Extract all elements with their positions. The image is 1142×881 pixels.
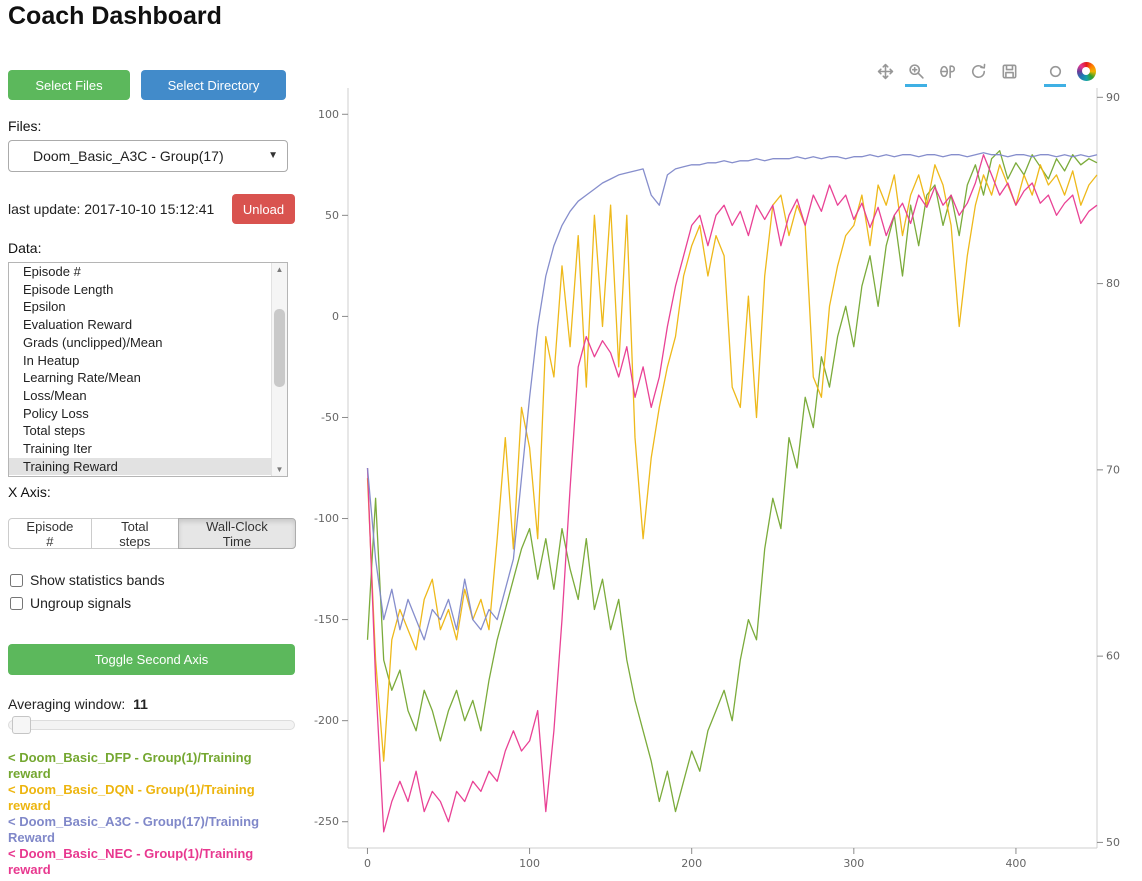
y-axis-right-tick-label: 50	[1106, 836, 1120, 849]
checkbox-label: Ungroup signals	[30, 595, 132, 611]
bokeh-logo[interactable]	[1075, 60, 1097, 82]
averaging-window-label: Averaging window: 11	[8, 696, 148, 712]
scroll-down-arrow-icon[interactable]: ▼	[275, 465, 284, 474]
averaging-window-value: 11	[133, 696, 148, 712]
scroll-up-arrow-icon[interactable]: ▲	[275, 265, 284, 274]
y-axis-left-tick-label: 50	[325, 209, 339, 222]
list-item-episode-length[interactable]: Episode Length	[23, 281, 114, 297]
y-axis-left-tick-label: 0	[332, 310, 339, 323]
checkbox-group: Show statistics bands Ungroup signals	[8, 572, 165, 618]
dropdown-caret-icon: ▼	[268, 150, 278, 161]
select-files-button[interactable]: Select Files	[8, 70, 130, 100]
legend-entry[interactable]: < Doom_Basic_DQN - Group(1)/Training rew…	[8, 782, 255, 813]
last-update-text: last update: 2017-10-10 15:12:41	[8, 201, 215, 217]
plot-canvas[interactable]: 100 50 0 -50 -100 -150 -200 -250 90 80 70 60 50 0 100 2…	[305, 50, 1142, 881]
page-title: Coach Dashboard	[8, 2, 222, 30]
box-zoom-icon[interactable]	[905, 60, 927, 87]
toggle-second-axis-button[interactable]: Toggle Second Axis	[8, 644, 295, 675]
y-axis-left-tick-label: -150	[314, 613, 339, 626]
select-directory-button[interactable]: Select Directory	[141, 70, 286, 100]
x-axis-tick-label: 0	[364, 857, 371, 870]
x-axis-tab-episode[interactable]: Episode #	[8, 518, 92, 549]
list-item-loss-mean[interactable]: Loss/Mean	[23, 387, 87, 403]
files-dropdown-value: Doom_Basic_A3C - Group(17)	[33, 148, 224, 164]
legend-entry[interactable]: < Doom_Basic_DFP - Group(1)/Training rew…	[8, 750, 252, 781]
y-axis-left-tick-label: -50	[321, 411, 339, 424]
checkbox-input-ungroup-signals[interactable]	[10, 596, 23, 610]
y-axis-right-tick-label: 70	[1106, 463, 1120, 476]
chart-line-doom-basic-dqn-group-1-training-reward	[366, 164, 1098, 762]
list-item-epsilon[interactable]: Epsilon	[23, 299, 66, 315]
list-item-total-steps[interactable]: Total steps	[23, 423, 86, 439]
bokeh-logo-icon	[1076, 61, 1096, 81]
x-axis-tab-wall-clock-time[interactable]: Wall-Clock Time	[177, 518, 296, 549]
slider-handle[interactable]	[12, 716, 31, 734]
x-axis-tick-label: 100	[519, 857, 540, 870]
checkbox-ungroup-signals[interactable]: Ungroup signals	[8, 595, 165, 611]
list-item-policy-loss[interactable]: Policy Loss	[23, 405, 89, 421]
unload-button[interactable]: Unload	[232, 194, 295, 224]
hover-icon[interactable]	[1044, 60, 1066, 87]
data-list: Episode # Episode Length Epsilon Evaluation…	[9, 263, 287, 476]
chart-line-doom-basic-nec-group-1-training-reward	[366, 154, 1098, 833]
checkbox-input-show-statistics-bands[interactable]	[10, 573, 23, 587]
list-item-in-heatup[interactable]: In Heatup	[23, 352, 80, 368]
data-label: Data:	[8, 240, 42, 256]
plot-toolbar	[874, 60, 1097, 87]
y-axis-left-tick-label: -250	[314, 815, 339, 828]
pan-icon[interactable]	[874, 60, 896, 82]
files-dropdown[interactable]: Doom_Basic_A3C - Group(17) ▼	[8, 140, 288, 172]
data-listbox[interactable]: Episode # Episode Length Epsilon Evaluation…	[8, 262, 288, 477]
list-item-grads-unclipped-mean[interactable]: Grads (unclipped)/Mean	[23, 334, 163, 350]
checkbox-label: Show statistics bands	[30, 572, 165, 588]
x-axis-tick-label: 200	[681, 857, 702, 870]
x-axis-tab-total-steps[interactable]: Total steps	[90, 518, 179, 549]
file-buttons-row: Select Files Select Directory	[8, 70, 286, 100]
y-axis-left-tick-label: 100	[318, 108, 339, 121]
plot-area: 100 50 0 -50 -100 -150 -200 -250 90 80 70 60 50 0 100 2…	[305, 50, 1142, 881]
y-axis-left-tick-label: -100	[314, 512, 339, 525]
wheel-zoom-icon[interactable]	[936, 60, 958, 82]
legend: < Doom_Basic_DFP - Group(1)/Training rew…	[8, 750, 295, 878]
chart-line-doom-basic-dfp-group-1-training-reward	[366, 150, 1098, 813]
save-icon[interactable]	[998, 60, 1020, 82]
y-axis-left-tick-label: -200	[314, 714, 339, 727]
last-update-row: last update: 2017-10-10 15:12:41 Unload	[8, 194, 295, 224]
list-item-evaluation-reward[interactable]: Evaluation Reward	[23, 317, 133, 333]
list-item-training-reward[interactable]: Training Reward	[9, 457, 287, 476]
averaging-window-slider[interactable]	[8, 716, 295, 734]
list-item-training-iter[interactable]: Training Iter	[23, 441, 92, 457]
y-axis-right-tick-label: 90	[1106, 91, 1120, 104]
list-item-learning-rate-mean[interactable]: Learning Rate/Mean	[23, 370, 141, 386]
files-label: Files:	[8, 118, 42, 134]
checkbox-show-statistics-bands[interactable]: Show statistics bands	[8, 572, 165, 588]
x-axis-tick-label: 400	[1005, 857, 1026, 870]
y-axis-right-tick-label: 60	[1106, 650, 1120, 663]
y-axis-right-tick-label: 80	[1106, 277, 1120, 290]
scrollbar-thumb[interactable]	[274, 309, 285, 387]
x-axis-tick-label: 300	[843, 857, 864, 870]
x-axis-label: X Axis:	[8, 484, 51, 500]
legend-entry[interactable]: < Doom_Basic_NEC - Group(1)/Training rew…	[8, 846, 254, 877]
reset-icon[interactable]	[967, 60, 989, 82]
list-item-episode[interactable]: Episode #	[23, 264, 81, 279]
chart-line-doom-basic-a3c-group-17-training-reward	[366, 152, 1098, 641]
averaging-window-text: Averaging window:	[8, 696, 126, 712]
listbox-scrollbar[interactable]: ▲ ▼	[271, 263, 287, 476]
sidebar: Select Files Select Directory Files: Doo…	[8, 70, 296, 881]
x-axis-button-group: Episode # Total steps Wall-Clock Time	[8, 518, 296, 549]
legend-entry[interactable]: < Doom_Basic_A3C - Group(17)/Training Re…	[8, 814, 260, 845]
